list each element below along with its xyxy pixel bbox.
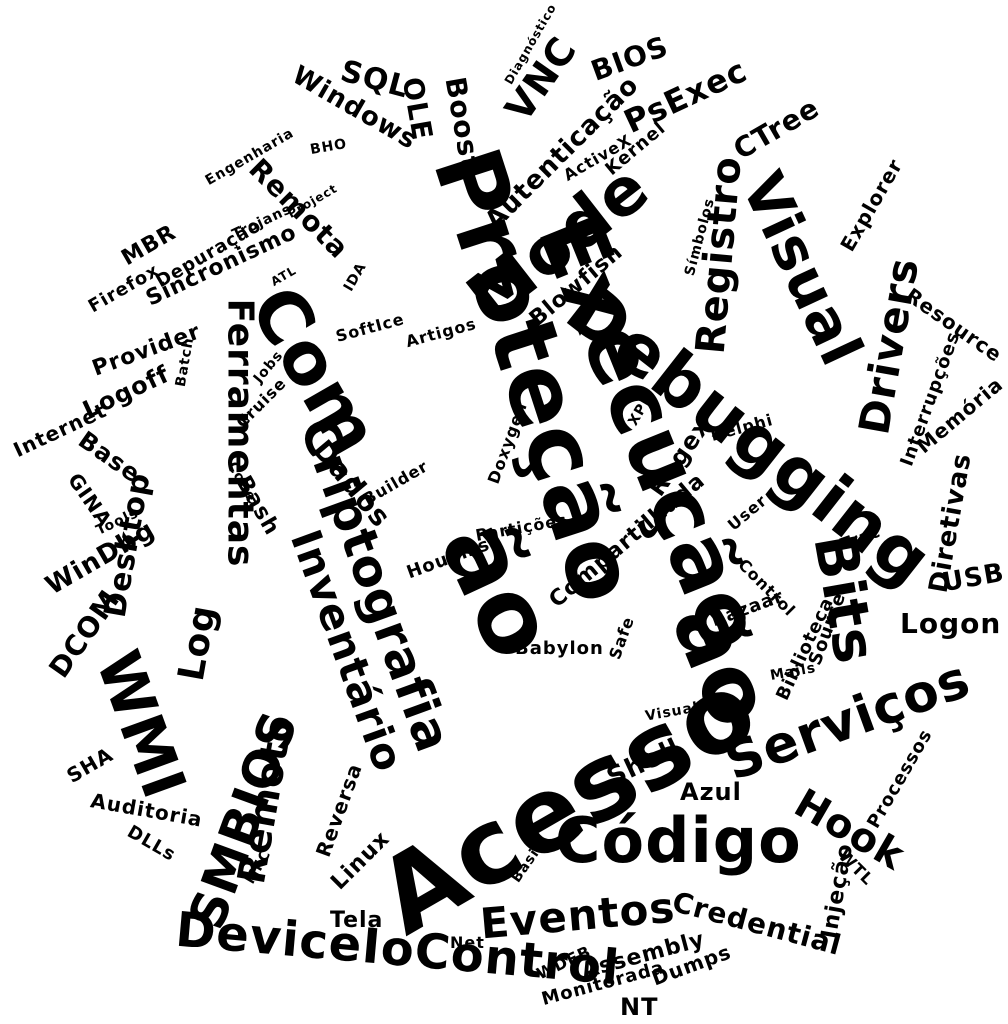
word-ferramentas: Ferramentas [219, 298, 261, 568]
word-azul: Azul [680, 778, 742, 806]
word-bho: BHO [308, 135, 349, 159]
word-logon: Logon [900, 607, 1002, 640]
word-explorer: Explorer [835, 154, 908, 256]
word-ida: IDA [340, 259, 370, 295]
word-softice: SoftIce [333, 309, 407, 346]
word-tela: Tela [330, 908, 384, 933]
word-artigos: Artigos [403, 313, 479, 352]
word-safe: Safe [605, 613, 639, 662]
word-user: User [723, 490, 771, 535]
word-babylon: Babylon [515, 638, 604, 659]
word-net: Net [450, 933, 485, 952]
word-ctree: CTree [727, 90, 826, 167]
word-dlls: DLLs [123, 821, 180, 866]
word-codigo: Código [555, 804, 802, 877]
word-visual: Visual [728, 161, 877, 377]
word-sha: SHA [62, 742, 118, 788]
word-nt: NT [620, 993, 659, 1021]
word-log: Log [170, 601, 225, 685]
